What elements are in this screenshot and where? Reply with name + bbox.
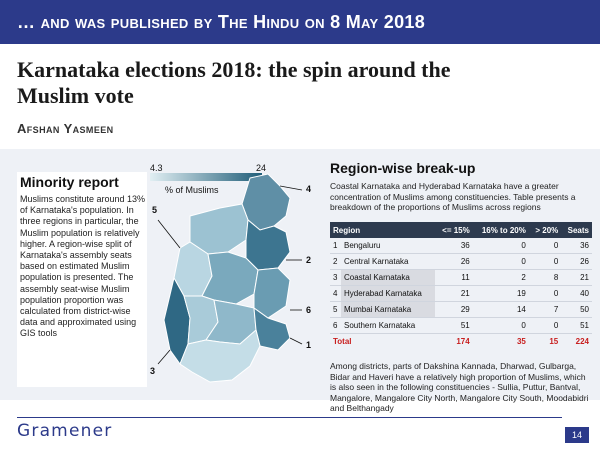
article-author: Afshan Yasmeen xyxy=(17,121,114,136)
row-cell: 21 xyxy=(435,285,473,302)
row-cell: 36 xyxy=(435,238,473,254)
row-seats: 26 xyxy=(561,253,592,270)
row-region: Mumbai Karnataka xyxy=(341,301,436,318)
karnataka-choropleth-map xyxy=(157,173,303,383)
row-seats: 51 xyxy=(561,317,592,334)
map-callout: 4 xyxy=(306,184,312,194)
minority-report-title: Minority report xyxy=(20,174,119,190)
row-region: Hyderabad Karnataka xyxy=(341,285,436,302)
table-row: 5 Mumbai Karnataka 29 14 7 50 xyxy=(330,301,592,318)
map-callout: 3 xyxy=(150,366,156,376)
total-cell: 35 xyxy=(516,337,526,346)
total-label: Total xyxy=(333,337,352,346)
table-row: 3 Coastal Karnataka 11 2 8 21 xyxy=(330,269,592,286)
row-cell: 29 xyxy=(435,301,473,318)
callout-line-4 xyxy=(279,185,303,191)
column-header: > 20% xyxy=(528,222,562,238)
article-title: Karnataka elections 2018: the spin aroun… xyxy=(17,57,451,108)
callout-line-5 xyxy=(157,219,181,249)
row-cell: 19 xyxy=(472,285,529,302)
slide-banner: … and was published by The Hindu on 8 Ma… xyxy=(0,0,600,44)
row-cell: 2 xyxy=(472,269,529,286)
legend-max-value: 24 xyxy=(256,163,267,173)
row-seats: 21 xyxy=(561,269,592,286)
table-header-row: Region <= 15% 16% to 20% > 20% Seats xyxy=(330,222,592,238)
table-row: 1 Bengaluru 36 0 0 36 xyxy=(330,238,592,254)
table-row: 4 Hyderabad Karnataka 21 19 0 40 xyxy=(330,285,592,302)
row-cell: 14 xyxy=(472,301,529,318)
total-cell: 174 xyxy=(456,337,470,346)
row-cell: 0 xyxy=(528,238,562,254)
row-cell: 0 xyxy=(472,238,529,254)
table-row: 6 Southern Karnataka 51 0 0 51 xyxy=(330,317,592,334)
row-region: Coastal Karnataka xyxy=(341,269,436,286)
row-index: 2 xyxy=(330,253,341,270)
row-cell: 7 xyxy=(528,301,562,318)
row-cell: 0 xyxy=(472,253,529,270)
map-region-northeast xyxy=(245,219,291,271)
minority-report-text: Muslims constitute around 13% of Karnata… xyxy=(20,194,146,339)
row-cell: 8 xyxy=(528,269,562,286)
row-index: 3 xyxy=(330,269,341,286)
row-cell: 26 xyxy=(435,253,473,270)
row-region: Bengaluru xyxy=(341,238,436,254)
total-cell: 15 xyxy=(549,337,559,346)
page-number: 14 xyxy=(565,427,589,443)
column-header: 16% to 20% xyxy=(472,222,529,238)
region-breakup-table: Region <= 15% 16% to 20% > 20% Seats 1 B… xyxy=(330,222,592,349)
legend-label: % of Muslims xyxy=(165,185,219,195)
map-region-central xyxy=(201,251,259,305)
legend-min-value: 4.3 xyxy=(150,163,163,173)
breakup-intro: Coastal Karnataka and Hyderabad Karnatak… xyxy=(330,181,576,212)
footer-divider xyxy=(17,417,562,418)
gramener-logo: Gramener xyxy=(17,421,113,441)
breakup-title: Region-wise break-up xyxy=(330,160,476,176)
row-cell: 0 xyxy=(528,317,562,334)
map-region-east xyxy=(253,267,291,319)
row-cell: 11 xyxy=(435,269,473,286)
callout-line-1 xyxy=(289,337,303,345)
map-callout: 1 xyxy=(306,340,312,350)
row-index: 6 xyxy=(330,317,341,334)
column-header: Region xyxy=(330,222,436,238)
row-seats: 36 xyxy=(561,238,592,254)
row-index: 4 xyxy=(330,285,341,302)
map-callout: 2 xyxy=(306,255,312,265)
row-index: 1 xyxy=(330,238,341,254)
row-region: Central Karnataka xyxy=(341,253,436,270)
column-header: Seats xyxy=(561,222,592,238)
row-index: 5 xyxy=(330,301,341,318)
legend-color-scale xyxy=(150,173,262,181)
map-region-south xyxy=(179,329,261,383)
row-cell: 0 xyxy=(528,253,562,270)
column-header: <= 15% xyxy=(435,222,473,238)
row-cell: 0 xyxy=(472,317,529,334)
row-cell: 51 xyxy=(435,317,473,334)
total-seats: 224 xyxy=(575,337,589,346)
row-seats: 40 xyxy=(561,285,592,302)
map-callout: 6 xyxy=(306,305,312,315)
map-callout: 5 xyxy=(152,205,158,215)
breakup-footnote: Among districts, parts of Dakshina Kanna… xyxy=(330,361,589,413)
row-cell: 0 xyxy=(528,285,562,302)
row-region: Southern Karnataka xyxy=(341,317,436,334)
minority-report-panel xyxy=(17,172,147,387)
map-region-northwest xyxy=(189,203,249,255)
callout-line-3 xyxy=(157,349,171,365)
table-total-row: Total 174 35 15 224 xyxy=(330,334,592,350)
row-seats: 50 xyxy=(561,301,592,318)
table-row: 2 Central Karnataka 26 0 0 26 xyxy=(330,253,592,270)
